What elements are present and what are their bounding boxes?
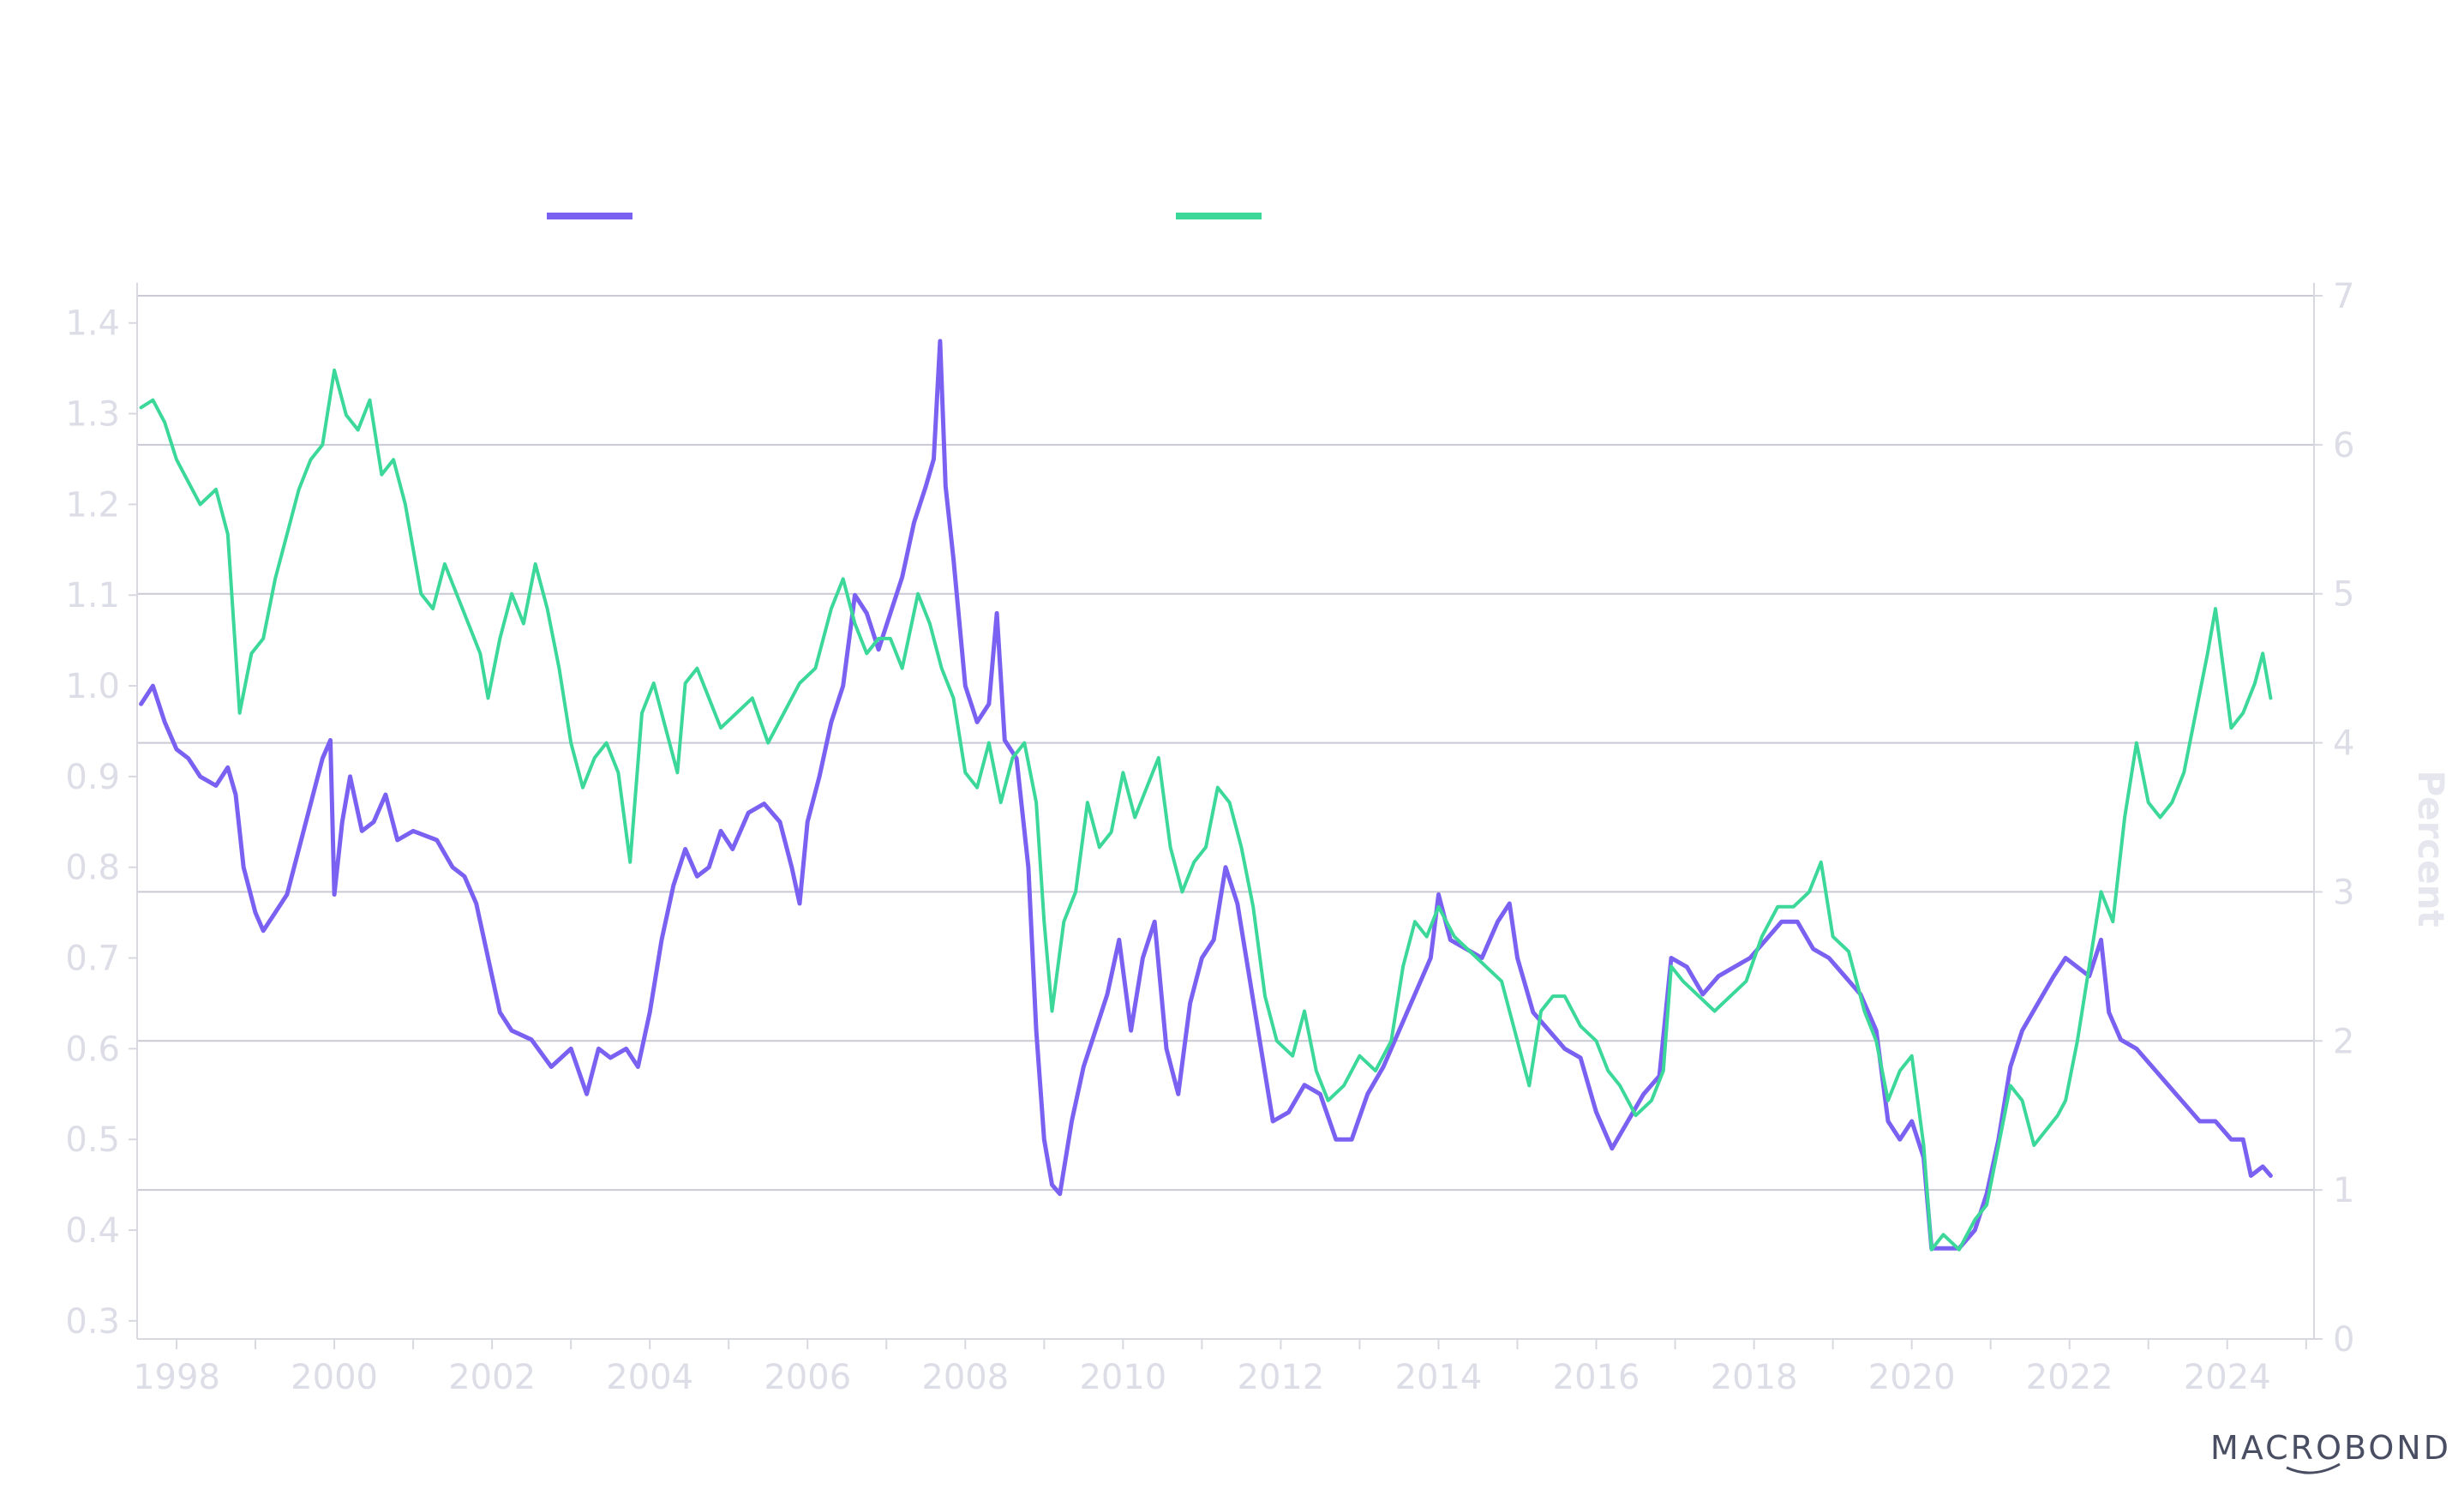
y-axis-label-right: Percent xyxy=(2410,770,2452,927)
y-left-tick-label: 0.6 xyxy=(65,1030,120,1069)
x-tick-label: 2014 xyxy=(1395,1358,1483,1397)
x-tick-label: 2008 xyxy=(921,1358,1009,1397)
y-right-tick-label: 1 xyxy=(2333,1171,2354,1210)
x-tick-label: 2020 xyxy=(1868,1358,1956,1397)
gridlines xyxy=(137,295,2314,1192)
y-left-tick-label: 0.5 xyxy=(65,1120,120,1160)
y-right-tick-label: 7 xyxy=(2333,277,2354,316)
series-line-1 xyxy=(139,339,2273,1251)
y-left-tick-label: 1.0 xyxy=(65,667,120,706)
x-tick-label: 2018 xyxy=(1711,1358,1798,1397)
axes xyxy=(129,283,2323,1349)
y-left-tick-label: 0.7 xyxy=(65,940,120,979)
macrobond-logo: MACROBOND xyxy=(2210,1429,2451,1467)
y-left-tick-label: 0.9 xyxy=(65,758,120,797)
x-tick-label: 2024 xyxy=(2184,1358,2271,1397)
y-right-tick-label: 4 xyxy=(2333,724,2354,764)
tick-labels: 0.3 0.4 0.5 0.6 0.7 0.8 0.9 1.0 1.1 1.2 1.3 1.4 0 1 2 3… xyxy=(65,277,2354,1397)
x-tick-label: 2000 xyxy=(291,1358,378,1397)
series-line-2 xyxy=(139,368,2273,1252)
x-tick-label: 2006 xyxy=(764,1358,851,1397)
y-right-tick-label: 3 xyxy=(2333,873,2354,912)
y-right-tick-label: 2 xyxy=(2333,1022,2354,1061)
x-tick-label: 2010 xyxy=(1079,1358,1166,1397)
y-left-tick-label: 1.4 xyxy=(65,304,120,344)
y-left-tick-label: 0.8 xyxy=(65,849,120,888)
x-tick-label: 2016 xyxy=(1553,1358,1640,1397)
y-left-tick-label: 1.1 xyxy=(65,576,120,615)
x-tick-label: 1998 xyxy=(133,1358,220,1397)
x-tick-label: 2022 xyxy=(2026,1358,2113,1397)
y-left-tick-label: 0.3 xyxy=(65,1302,120,1342)
x-tick-label: 2002 xyxy=(448,1358,536,1397)
x-tick-label: 2004 xyxy=(606,1358,693,1397)
y-right-tick-label: 5 xyxy=(2333,575,2354,615)
series-group xyxy=(139,339,2273,1252)
y-right-tick-label: 6 xyxy=(2333,426,2354,465)
x-tick-label: 2012 xyxy=(1238,1358,1325,1397)
y-left-tick-label: 0.4 xyxy=(65,1211,120,1251)
y-left-tick-label: 1.3 xyxy=(65,395,120,435)
y-left-tick-label: 1.2 xyxy=(65,485,120,525)
y-right-tick-label: 0 xyxy=(2333,1320,2354,1360)
logo-swoosh-icon xyxy=(2286,1462,2341,1474)
